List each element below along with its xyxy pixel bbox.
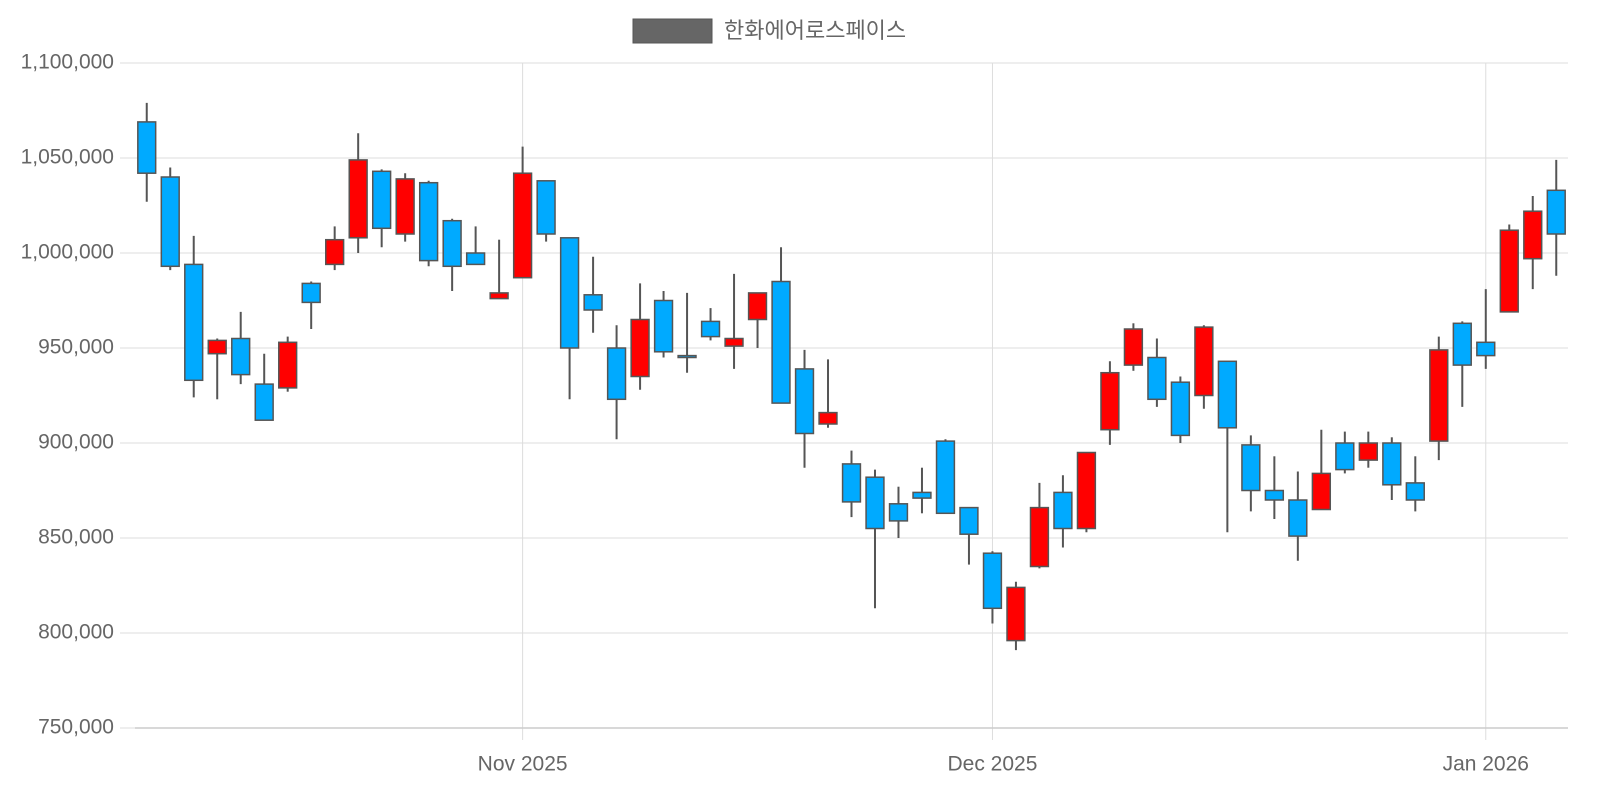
candle-body (1405, 482, 1425, 501)
candle-body (865, 476, 885, 530)
candle-body (630, 318, 650, 378)
legend-label: 한화에어로스페이스 (724, 18, 906, 43)
candle-body (677, 354, 697, 359)
candle-body (1147, 356, 1167, 401)
y-tick-label: 1,100,000 (21, 51, 114, 74)
y-tick-label: 1,050,000 (21, 146, 114, 169)
x-tick-label: Jan 2026 (1443, 753, 1529, 776)
candle-body (700, 320, 721, 338)
candle-body (442, 219, 462, 268)
y-tick-label: 850,000 (38, 526, 114, 549)
candle-body (348, 159, 368, 239)
y-tick-label: 1,000,000 (21, 241, 114, 264)
candle-body (841, 463, 862, 503)
candle-body (747, 292, 768, 321)
candle-body (583, 294, 603, 311)
candle-body (137, 121, 157, 174)
candle-body (1264, 489, 1285, 501)
candle-body (771, 280, 791, 404)
candle-body (1429, 349, 1449, 442)
candle-body (653, 299, 674, 353)
candle-body (1217, 360, 1238, 429)
candle-body (1452, 322, 1472, 366)
candle-body (1170, 381, 1191, 437)
candle-body (278, 341, 298, 389)
candle-body (1476, 341, 1496, 357)
candle-body (1100, 371, 1120, 431)
candle-body (1053, 491, 1073, 530)
candle-body (301, 282, 321, 304)
x-tick-label: Nov 2025 (478, 753, 568, 776)
candle-body (888, 503, 909, 522)
candle-body (794, 368, 815, 435)
candle-body (1194, 326, 1214, 397)
candle-body (465, 252, 486, 266)
candle-body (1382, 442, 1402, 486)
candle-body (231, 337, 251, 376)
candle-body (982, 552, 1003, 610)
candle-body (1076, 451, 1097, 530)
y-tick-label: 950,000 (38, 336, 114, 359)
candle-body (1123, 328, 1144, 366)
candle-body (1241, 444, 1261, 492)
candle-body (1335, 442, 1355, 471)
candle-body (935, 440, 956, 515)
candle-body (184, 263, 204, 382)
candle-body (1311, 472, 1332, 511)
candle-body (489, 292, 509, 300)
candle-body (395, 178, 415, 235)
y-tick-label: 900,000 (38, 431, 114, 454)
candle-body (160, 176, 180, 268)
candle-body (1029, 506, 1050, 568)
candle-body (559, 237, 580, 349)
candle-body (512, 172, 533, 279)
candle-body (1523, 210, 1543, 260)
candle-body (1288, 499, 1308, 537)
x-tick-label: Dec 2025 (947, 753, 1037, 776)
candle-body (536, 180, 556, 235)
candle-body (912, 491, 932, 499)
candle-body (1499, 229, 1519, 313)
candle-body (254, 383, 274, 421)
candle-body (371, 170, 392, 230)
candle-body (1358, 442, 1378, 461)
candle-body (1006, 586, 1026, 642)
candle-body (724, 337, 744, 347)
candle-body (959, 506, 979, 535)
candle-body (207, 339, 227, 355)
candle-body (418, 181, 439, 262)
candle-body (325, 238, 345, 266)
legend-swatch (632, 18, 713, 44)
y-tick-label: 750,000 (38, 716, 114, 739)
candle-body (606, 347, 627, 401)
candle-body (818, 411, 838, 425)
candle-body (1546, 189, 1566, 235)
y-tick-label: 800,000 (38, 621, 114, 644)
